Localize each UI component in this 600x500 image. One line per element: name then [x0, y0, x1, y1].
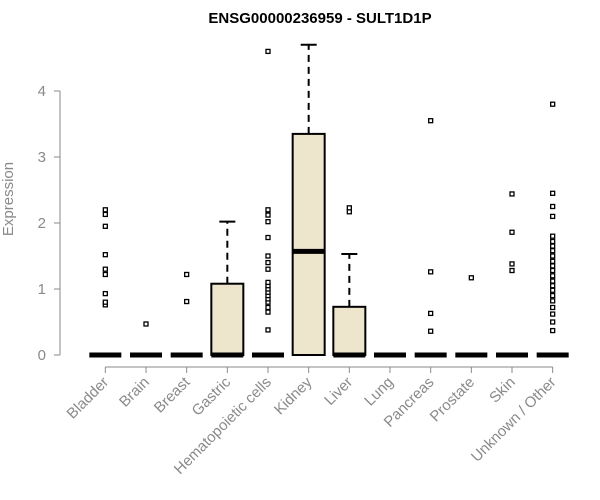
outlier-point [550, 203, 556, 210]
outlier-point [550, 304, 556, 311]
y-tick-label: 3 [38, 149, 46, 166]
outlier-point [509, 261, 515, 267]
outlier-point [143, 321, 149, 327]
outlier-point [102, 271, 108, 278]
outlier-point [550, 311, 556, 317]
outlier-point [265, 309, 271, 315]
box-group [332, 205, 367, 358]
outlier-point [550, 283, 556, 289]
y-axis: 0 1 2 3 4 [38, 83, 61, 364]
outlier-point [509, 191, 515, 197]
outlier-point [550, 319, 556, 325]
outlier-point [102, 252, 108, 258]
outlier-point [428, 310, 434, 317]
box-iqr [291, 132, 326, 356]
outlier-point [428, 328, 434, 334]
x-tick-label: Breast [151, 373, 194, 416]
box-group [414, 118, 447, 358]
box-group [291, 43, 326, 356]
outlier-point [550, 248, 556, 254]
y-tick-label: 0 [38, 347, 46, 364]
box-group [455, 275, 488, 358]
x-tick-label: Skin [486, 374, 519, 407]
box-group [170, 271, 203, 358]
outlier-point [550, 213, 556, 220]
box-iqr [210, 282, 245, 356]
outlier-point [102, 266, 108, 272]
outlier-point [265, 259, 271, 266]
x-tick-label: Bladder [64, 374, 113, 423]
outlier-point [509, 229, 515, 235]
x-tick-label: Kidney [271, 373, 316, 418]
box-group [210, 220, 245, 358]
outlier-point [550, 298, 556, 304]
box-iqr [332, 305, 367, 357]
outlier-point [265, 279, 271, 286]
outlier-point [346, 205, 352, 211]
outlier-point [265, 212, 271, 218]
outlier-point [184, 271, 190, 278]
x-tick-label: Lung [361, 374, 397, 410]
outlier-point [265, 48, 271, 55]
x-tick-label: Liver [321, 374, 356, 409]
outlier-point [184, 298, 190, 305]
outlier-point [102, 299, 108, 305]
outlier-point [428, 118, 434, 124]
box-group [496, 191, 528, 358]
outlier-point [102, 223, 108, 229]
outlier-point [550, 243, 556, 249]
x-tick-label: Prostate [427, 374, 479, 426]
outlier-point [550, 287, 556, 293]
outlier-point [102, 290, 108, 297]
y-tick-label: 4 [38, 83, 46, 100]
outlier-point [509, 267, 515, 274]
outlier-point [550, 263, 556, 269]
box-group [89, 207, 122, 358]
box-group [252, 48, 284, 358]
outlier-point [550, 190, 556, 196]
outlier-point [102, 211, 108, 218]
y-tick-label: 2 [38, 215, 46, 232]
outlier-point [428, 269, 434, 275]
outlier-point [550, 278, 556, 284]
outlier-point [265, 207, 271, 213]
y-axis-label: Expression [0, 162, 17, 236]
plot-area [89, 43, 569, 358]
box-group [536, 101, 569, 358]
y-tick-label: 1 [38, 281, 46, 298]
outlier-point [550, 238, 556, 245]
outlier-point [550, 273, 556, 279]
chart-title: ENSG00000236959 - SULT1D1P [208, 10, 431, 27]
outlier-point [265, 219, 271, 225]
outlier-point [265, 327, 271, 333]
outlier-point [265, 304, 271, 311]
outlier-point [265, 253, 271, 259]
outlier-point [550, 292, 556, 299]
outlier-point [265, 234, 271, 241]
outlier-point [468, 275, 474, 281]
outlier-point [102, 207, 108, 213]
outlier-point [550, 267, 556, 274]
outlier-point [550, 327, 556, 334]
outlier-point [550, 233, 556, 239]
box-group [130, 321, 162, 358]
outlier-point [265, 266, 271, 272]
outlier-point [550, 258, 556, 264]
x-tick-label: Brain [116, 374, 153, 411]
outlier-point [550, 101, 556, 107]
outlier-point [550, 253, 556, 259]
